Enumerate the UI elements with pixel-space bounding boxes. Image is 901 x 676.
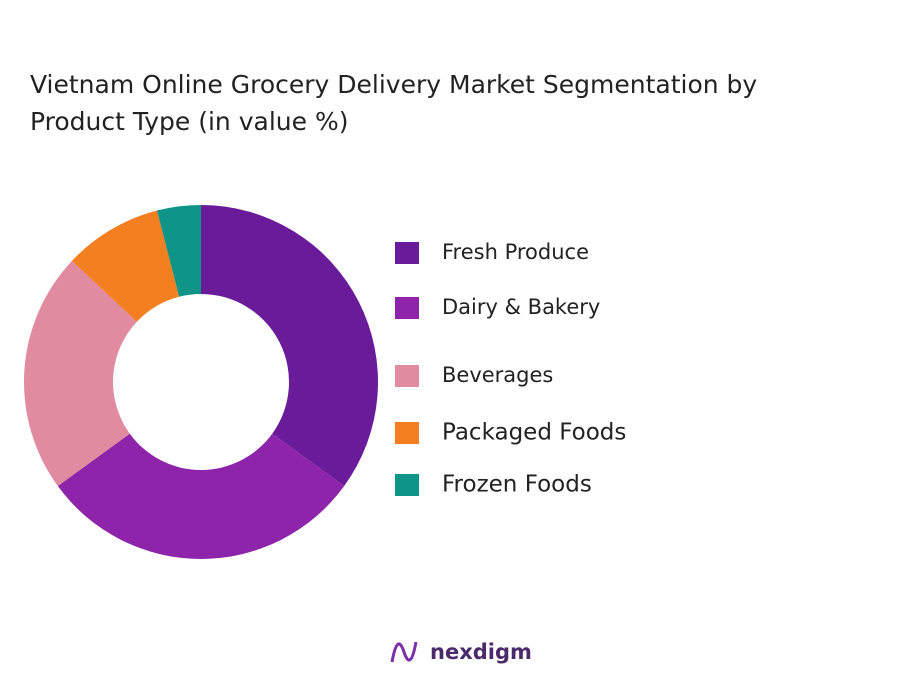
legend-swatch <box>395 297 419 319</box>
donut-slice <box>71 210 180 322</box>
legend-swatch <box>395 474 419 496</box>
donut-slice <box>201 205 379 487</box>
legend-label: Dairy & Bakery <box>442 295 600 319</box>
logo: nexdigm <box>390 640 532 664</box>
legend-label: Frozen Foods <box>442 472 592 498</box>
legend-swatch <box>395 422 419 444</box>
donut-slice <box>156 205 201 297</box>
legend-label: Packaged Foods <box>442 420 626 446</box>
legend-label: Fresh Produce <box>442 240 589 264</box>
legend-swatch <box>395 365 419 387</box>
chart-title: Vietnam Online Grocery Delivery Market S… <box>30 70 758 136</box>
donut-slice <box>23 260 137 487</box>
legend-label: Beverages <box>442 363 553 387</box>
legend-swatch <box>395 242 419 264</box>
logo-icon <box>390 641 418 663</box>
logo-text: nexdigm <box>430 640 532 664</box>
donut-slice <box>57 433 345 560</box>
